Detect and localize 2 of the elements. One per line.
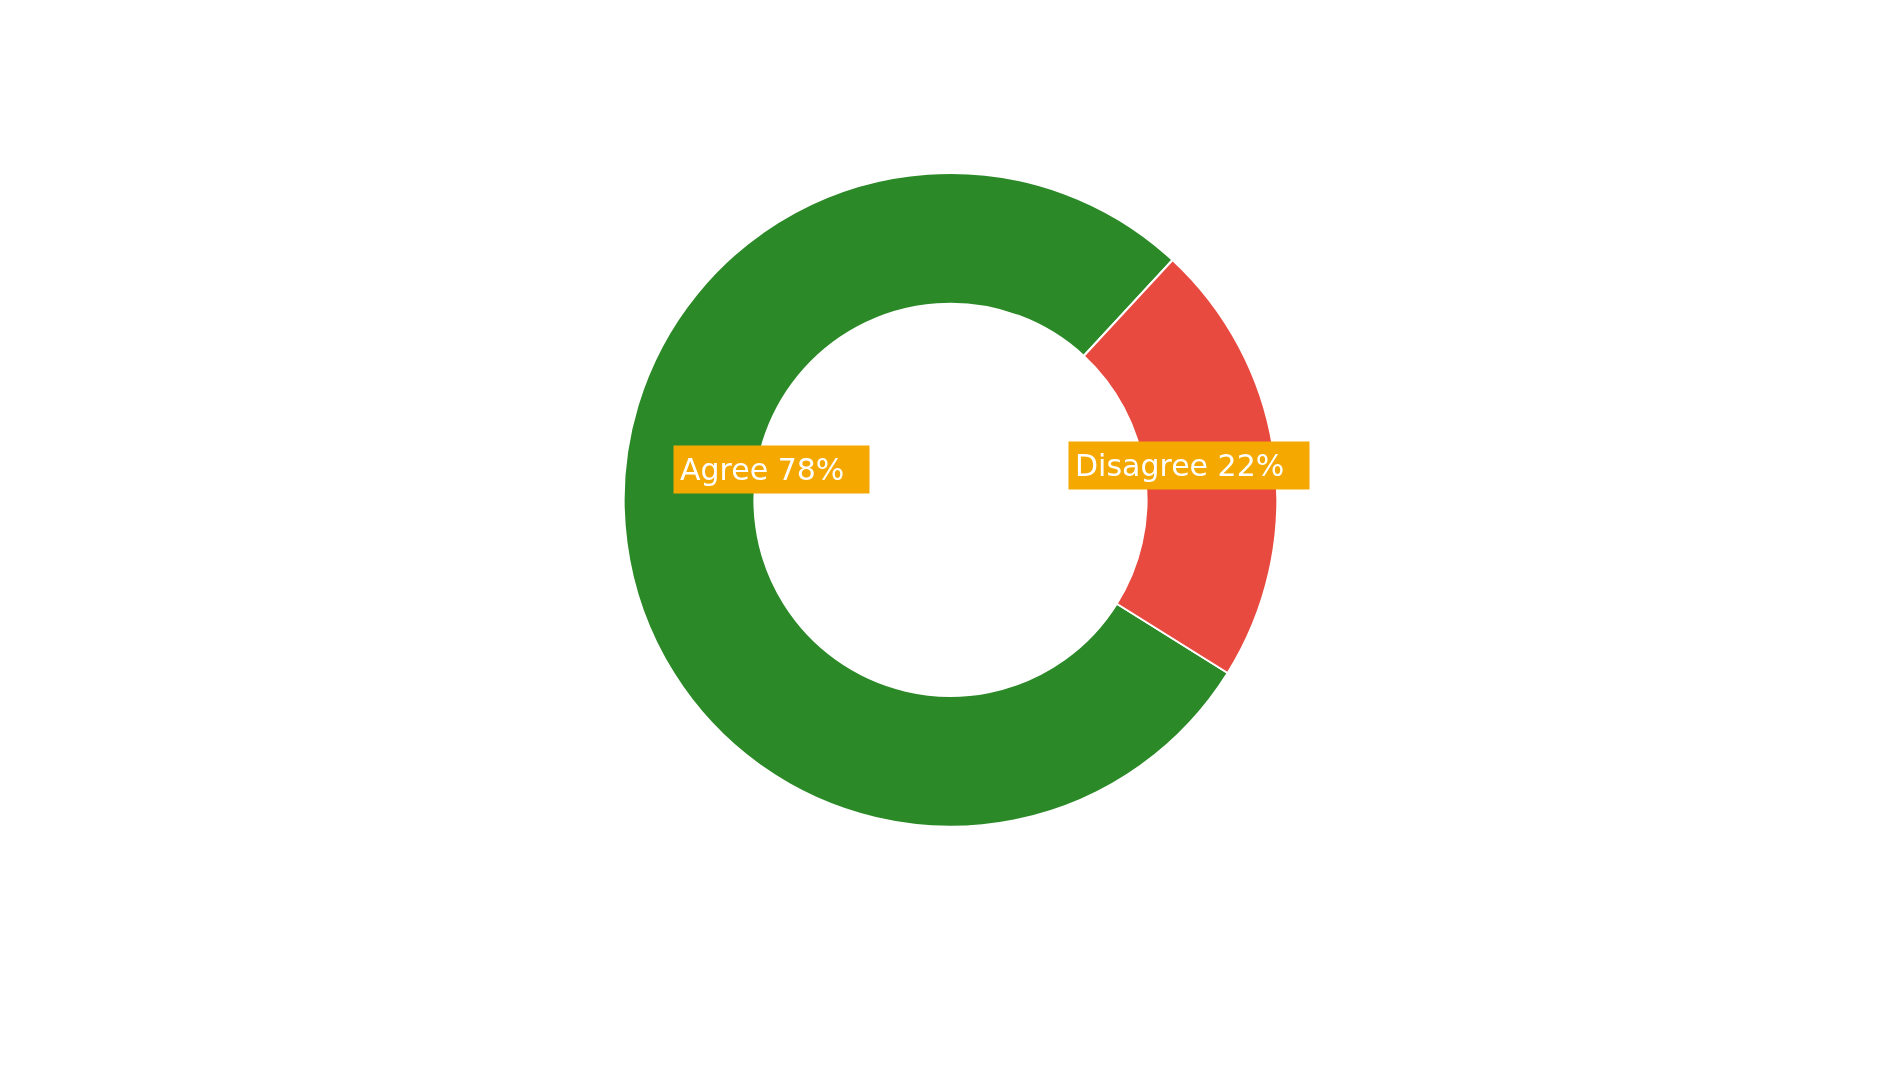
slice-label: Agree 78% (680, 452, 864, 487)
slice-label: Disagree 22% (1075, 448, 1304, 483)
